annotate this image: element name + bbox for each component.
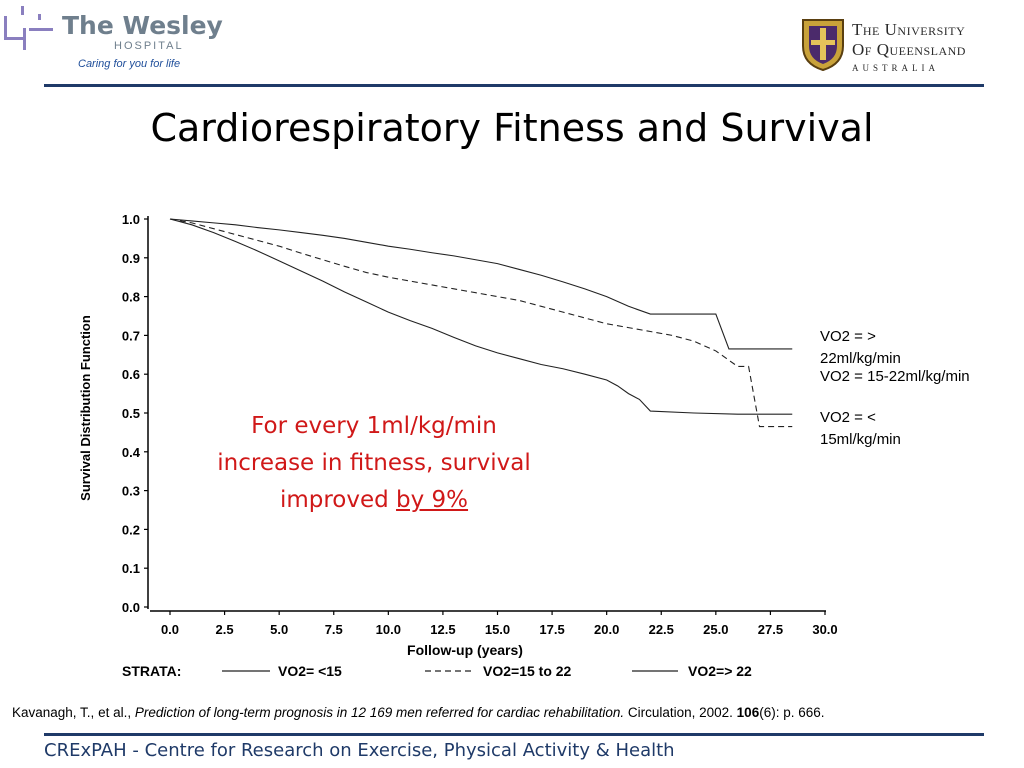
wesley-logo-text: The Wesley HOSPITAL Caring for you for l…: [62, 11, 223, 71]
uq-line-3: AUSTRALIA: [852, 63, 939, 73]
fitness-callout: For every 1ml/kg/min increase in fitness…: [196, 408, 552, 519]
x-tick-label: 25.0: [703, 622, 728, 637]
label-vo2-mid: VO2 = 15-22ml/kg/min: [820, 368, 970, 385]
wesley-sub: HOSPITAL: [114, 40, 184, 52]
citation: Kavanagh, T., et al., Prediction of long…: [12, 705, 825, 720]
uq-crest-icon: [802, 19, 844, 72]
citation-authors: Kavanagh, T., et al.,: [12, 705, 135, 720]
x-tick-label: 30.0: [812, 622, 837, 637]
label-vo2-high: VO2 = > 22ml/kg/min: [820, 328, 901, 367]
footer-rule: [44, 733, 984, 736]
callout-line-1: For every 1ml/kg/min: [251, 413, 497, 439]
y-tick-label: 0.1: [122, 561, 140, 576]
wesley-name: The Wesley: [62, 11, 223, 40]
uq-line-1: The University: [852, 20, 966, 39]
header-rule: [44, 84, 984, 87]
x-tick-label: 5.0: [270, 622, 288, 637]
x-tick-label: 17.5: [539, 622, 564, 637]
survival-chart: 0.0 0.1 0.2 0.3 0.4 0.5 0.6 0.7 0.8 0.9 1.0 0.0 2.5…: [78, 212, 838, 679]
citation-title: Prediction of long-term prognosis in 12 …: [134, 705, 625, 720]
series-line-3: [169, 218, 793, 350]
x-tick-label: 27.5: [758, 622, 783, 637]
citation-pages: (6): p. 666.: [759, 705, 825, 720]
slide-title: Cardiorespiratory Fitness and Survival: [150, 106, 874, 150]
x-tick-label: 22.5: [649, 622, 674, 637]
x-tick-label: 20.0: [594, 622, 619, 637]
citation-journal: Circulation, 2002.: [624, 705, 737, 720]
footer-text: CRExPAH - Centre for Research on Exercis…: [44, 740, 675, 761]
strata-label: STRATA:: [122, 663, 181, 679]
x-tick-label: 12.5: [430, 622, 455, 637]
y-tick-label: 0.5: [122, 406, 140, 421]
y-tick-label: 0.2: [122, 522, 140, 537]
uq-line-2: Of Queensland: [852, 40, 966, 59]
uq-logo-text: The University Of Queensland AUSTRALIA: [852, 20, 966, 73]
callout-line-3: improved by 9%: [196, 482, 552, 519]
x-tick-label: 0.0: [161, 622, 179, 637]
citation-volume: 106: [736, 705, 760, 720]
y-tick-label: 0.9: [122, 251, 140, 266]
y-tick-label: 0.4: [122, 445, 141, 460]
y-tick-label: 0.6: [122, 367, 140, 382]
y-tick-label: 1.0: [122, 212, 140, 227]
wesley-logo-mark: [4, 6, 53, 50]
callout-line-3-text: improved: [279, 487, 397, 513]
y-tick-label: 0.3: [122, 484, 140, 499]
x-tick-label: 15.0: [485, 622, 510, 637]
legend-label-2: VO2=15 to 22: [483, 663, 572, 679]
label-vo2-low: VO2 = < 15ml/kg/min: [820, 409, 901, 448]
series-line-1: [169, 218, 793, 415]
series-line-2: [169, 218, 793, 428]
y-axis-label: Survival Distribution Function: [78, 315, 93, 501]
callout-line-2: increase in fitness, survival: [217, 450, 531, 476]
wesley-tagline: Caring for you for life: [78, 58, 181, 70]
x-tick-label: 2.5: [216, 622, 234, 637]
legend-label-1: VO2= <15: [278, 663, 342, 679]
y-tick-label: 0.7: [122, 328, 140, 343]
legend-label-3: VO2=> 22: [688, 663, 752, 679]
x-tick-label: 10.0: [376, 622, 401, 637]
x-tick-label: 7.5: [325, 622, 343, 637]
y-tick-label: 0.0: [122, 600, 140, 615]
x-axis-label: Follow-up (years): [407, 642, 523, 658]
callout-emphasis: by 9%: [396, 487, 469, 513]
y-tick-label: 0.8: [122, 290, 140, 305]
